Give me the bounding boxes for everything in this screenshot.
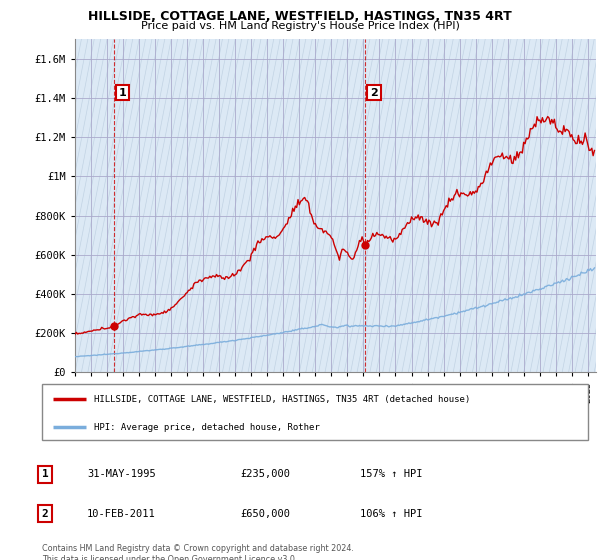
Text: 106% ↑ HPI: 106% ↑ HPI bbox=[360, 508, 422, 519]
Text: 2: 2 bbox=[370, 87, 378, 97]
Text: HILLSIDE, COTTAGE LANE, WESTFIELD, HASTINGS, TN35 4RT (detached house): HILLSIDE, COTTAGE LANE, WESTFIELD, HASTI… bbox=[94, 395, 470, 404]
Text: Contains HM Land Registry data © Crown copyright and database right 2024.
This d: Contains HM Land Registry data © Crown c… bbox=[42, 544, 354, 560]
Text: 31-MAY-1995: 31-MAY-1995 bbox=[87, 469, 156, 479]
Text: HPI: Average price, detached house, Rother: HPI: Average price, detached house, Roth… bbox=[94, 423, 320, 432]
Text: 1: 1 bbox=[41, 469, 49, 479]
FancyBboxPatch shape bbox=[42, 384, 588, 440]
Text: £650,000: £650,000 bbox=[240, 508, 290, 519]
Text: £235,000: £235,000 bbox=[240, 469, 290, 479]
Text: HILLSIDE, COTTAGE LANE, WESTFIELD, HASTINGS, TN35 4RT: HILLSIDE, COTTAGE LANE, WESTFIELD, HASTI… bbox=[88, 10, 512, 23]
Text: 10-FEB-2011: 10-FEB-2011 bbox=[87, 508, 156, 519]
Text: Price paid vs. HM Land Registry's House Price Index (HPI): Price paid vs. HM Land Registry's House … bbox=[140, 21, 460, 31]
Text: 157% ↑ HPI: 157% ↑ HPI bbox=[360, 469, 422, 479]
Text: 2: 2 bbox=[41, 508, 49, 519]
Text: 1: 1 bbox=[119, 87, 127, 97]
